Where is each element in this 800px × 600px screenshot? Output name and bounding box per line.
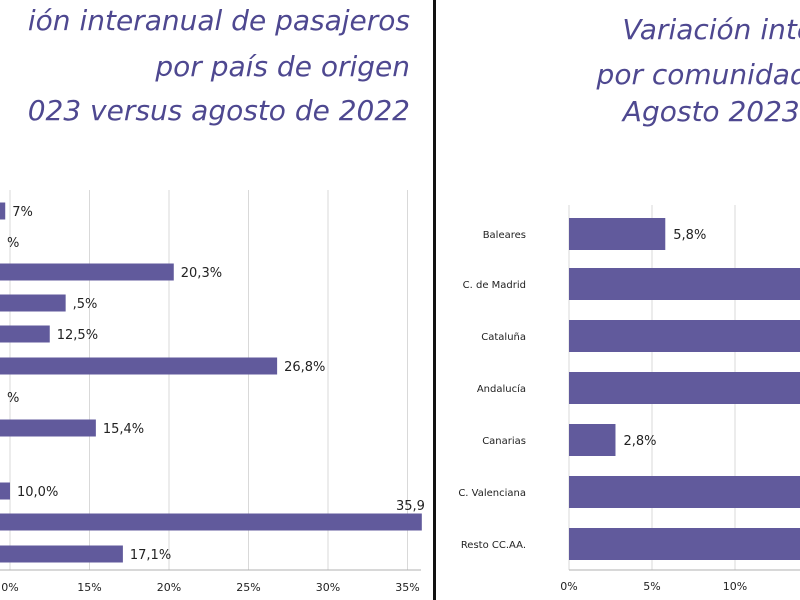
right-x-tick-label: 0% bbox=[560, 580, 577, 593]
right-title-line-2: por comunidad au bbox=[596, 58, 800, 91]
left-chart-panel: ión interanual de pasajeros por país de … bbox=[0, 4, 425, 594]
left-bar bbox=[0, 545, 123, 563]
right-category-label: Cataluña bbox=[481, 332, 526, 343]
right-title-line-1: Variación inter bbox=[622, 13, 800, 46]
left-title-line-1: ión interanual de pasajeros bbox=[27, 4, 410, 37]
right-x-tick-label: 10% bbox=[723, 580, 747, 593]
left-x-tick-label: 30% bbox=[316, 581, 340, 594]
left-bar bbox=[0, 202, 6, 220]
left-data-label: 35,9 bbox=[396, 499, 425, 514]
left-title-line-2: por país de origen bbox=[155, 50, 410, 83]
left-x-tick-label: 25% bbox=[236, 581, 260, 594]
right-title-line-3: Agosto 2023 v bbox=[622, 95, 800, 128]
right-bar-chart: 0% 5% 10% Baleares 5,8% C. de Madrid Cataluña A… bbox=[458, 205, 800, 593]
left-data-label: 7% bbox=[12, 205, 33, 220]
panel-divider bbox=[433, 0, 436, 600]
left-x-tick-label: 20% bbox=[157, 581, 181, 594]
right-data-label: 2,8% bbox=[623, 434, 656, 449]
right-bar bbox=[569, 476, 800, 508]
right-category-label: Baleares bbox=[483, 230, 526, 241]
left-bar bbox=[0, 325, 50, 343]
right-bar bbox=[569, 424, 616, 456]
left-bar bbox=[0, 482, 10, 500]
left-x-tick-label: 35% bbox=[395, 581, 419, 594]
left-data-label: 10,0% bbox=[17, 485, 58, 500]
right-data-label: 5,8% bbox=[673, 228, 706, 243]
left-data-label: ,5% bbox=[73, 297, 98, 312]
right-category-label: C. de Madrid bbox=[463, 280, 526, 291]
left-data-label: % bbox=[7, 391, 19, 406]
left-data-label: 12,5% bbox=[57, 328, 98, 343]
right-category-label: Resto CC.AA. bbox=[461, 540, 526, 551]
right-bar bbox=[569, 372, 800, 404]
left-bar bbox=[0, 513, 422, 531]
left-data-label: 17,1% bbox=[130, 548, 171, 563]
right-category-label: Andalucía bbox=[477, 383, 526, 395]
left-bar-chart: 0% 15% 20% 25% 30% 35% 7%% 20,3% ,5% 12,5% 26,8%% 1… bbox=[0, 190, 425, 594]
right-category-label: C. Valenciana bbox=[458, 488, 526, 499]
left-data-label: 15,4% bbox=[103, 422, 144, 437]
left-bar bbox=[0, 263, 174, 281]
left-data-label: % bbox=[7, 236, 19, 251]
right-category-label: Canarias bbox=[482, 436, 526, 447]
left-bar bbox=[0, 357, 278, 375]
left-x-tick-label: 0% bbox=[1, 581, 18, 594]
left-data-label: 20,3% bbox=[181, 266, 222, 281]
right-chart-panel: Variación inter por comunidad au Agosto … bbox=[438, 0, 800, 600]
left-bar bbox=[0, 419, 96, 437]
right-bar bbox=[569, 268, 800, 300]
left-data-label: 26,8% bbox=[284, 360, 325, 375]
left-title-line-3: 023 versus agosto de 2022 bbox=[27, 94, 410, 127]
right-bar bbox=[569, 218, 666, 250]
right-bar bbox=[569, 528, 800, 560]
left-bar bbox=[0, 294, 66, 312]
left-x-tick-label: 15% bbox=[77, 581, 101, 594]
right-bar bbox=[569, 320, 800, 352]
right-x-tick-label: 5% bbox=[643, 580, 660, 593]
